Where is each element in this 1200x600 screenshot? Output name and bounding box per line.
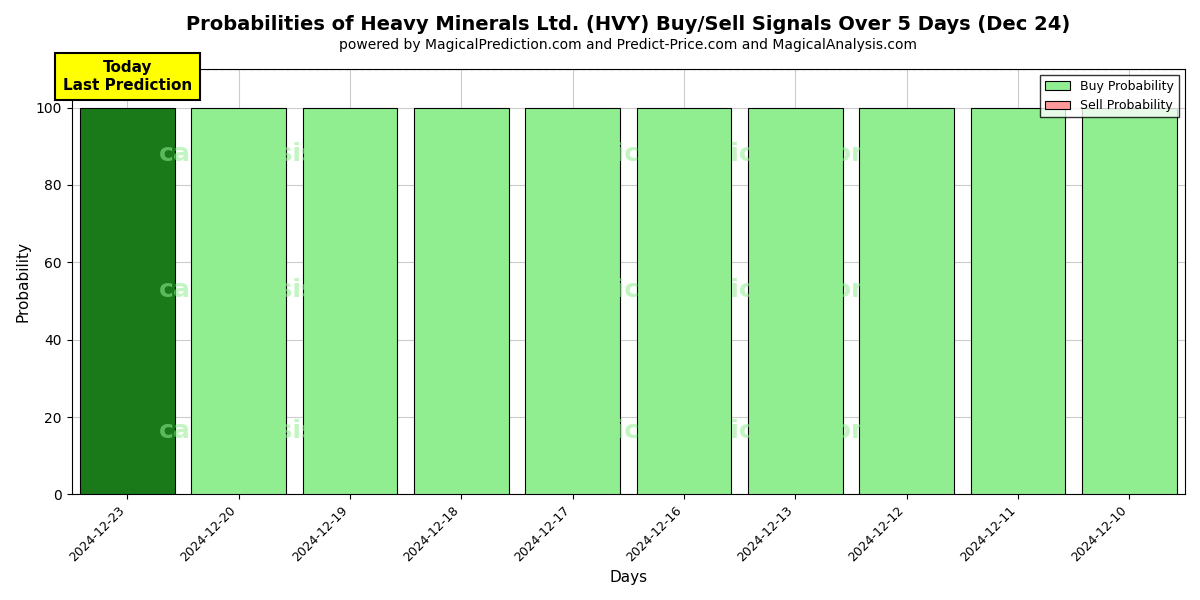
Text: calAnalysis.com: calAnalysis.com xyxy=(160,142,385,166)
Bar xyxy=(191,107,286,494)
Text: powered by MagicalPrediction.com and Predict-Price.com and MagicalAnalysis.com: powered by MagicalPrediction.com and Pre… xyxy=(340,38,917,52)
Bar xyxy=(971,107,1066,494)
Bar xyxy=(414,107,509,494)
Y-axis label: Probability: Probability xyxy=(16,241,30,322)
Bar xyxy=(1082,107,1177,494)
X-axis label: Days: Days xyxy=(610,570,647,585)
Text: calAnalysis.com: calAnalysis.com xyxy=(160,419,385,443)
Bar xyxy=(526,107,620,494)
Text: calAnalysis.com: calAnalysis.com xyxy=(160,278,385,302)
Bar xyxy=(637,107,731,494)
Text: MagicalPrediction.com: MagicalPrediction.com xyxy=(557,142,878,166)
Text: MagicalPrediction.com: MagicalPrediction.com xyxy=(557,419,878,443)
Bar xyxy=(80,107,175,494)
Bar xyxy=(302,107,397,494)
Bar xyxy=(748,107,842,494)
Text: Today
Last Prediction: Today Last Prediction xyxy=(62,61,192,93)
Bar xyxy=(859,107,954,494)
Text: MagicalPrediction.com: MagicalPrediction.com xyxy=(557,278,878,302)
Legend: Buy Probability, Sell Probability: Buy Probability, Sell Probability xyxy=(1040,75,1178,118)
Title: Probabilities of Heavy Minerals Ltd. (HVY) Buy/Sell Signals Over 5 Days (Dec 24): Probabilities of Heavy Minerals Ltd. (HV… xyxy=(186,15,1070,34)
